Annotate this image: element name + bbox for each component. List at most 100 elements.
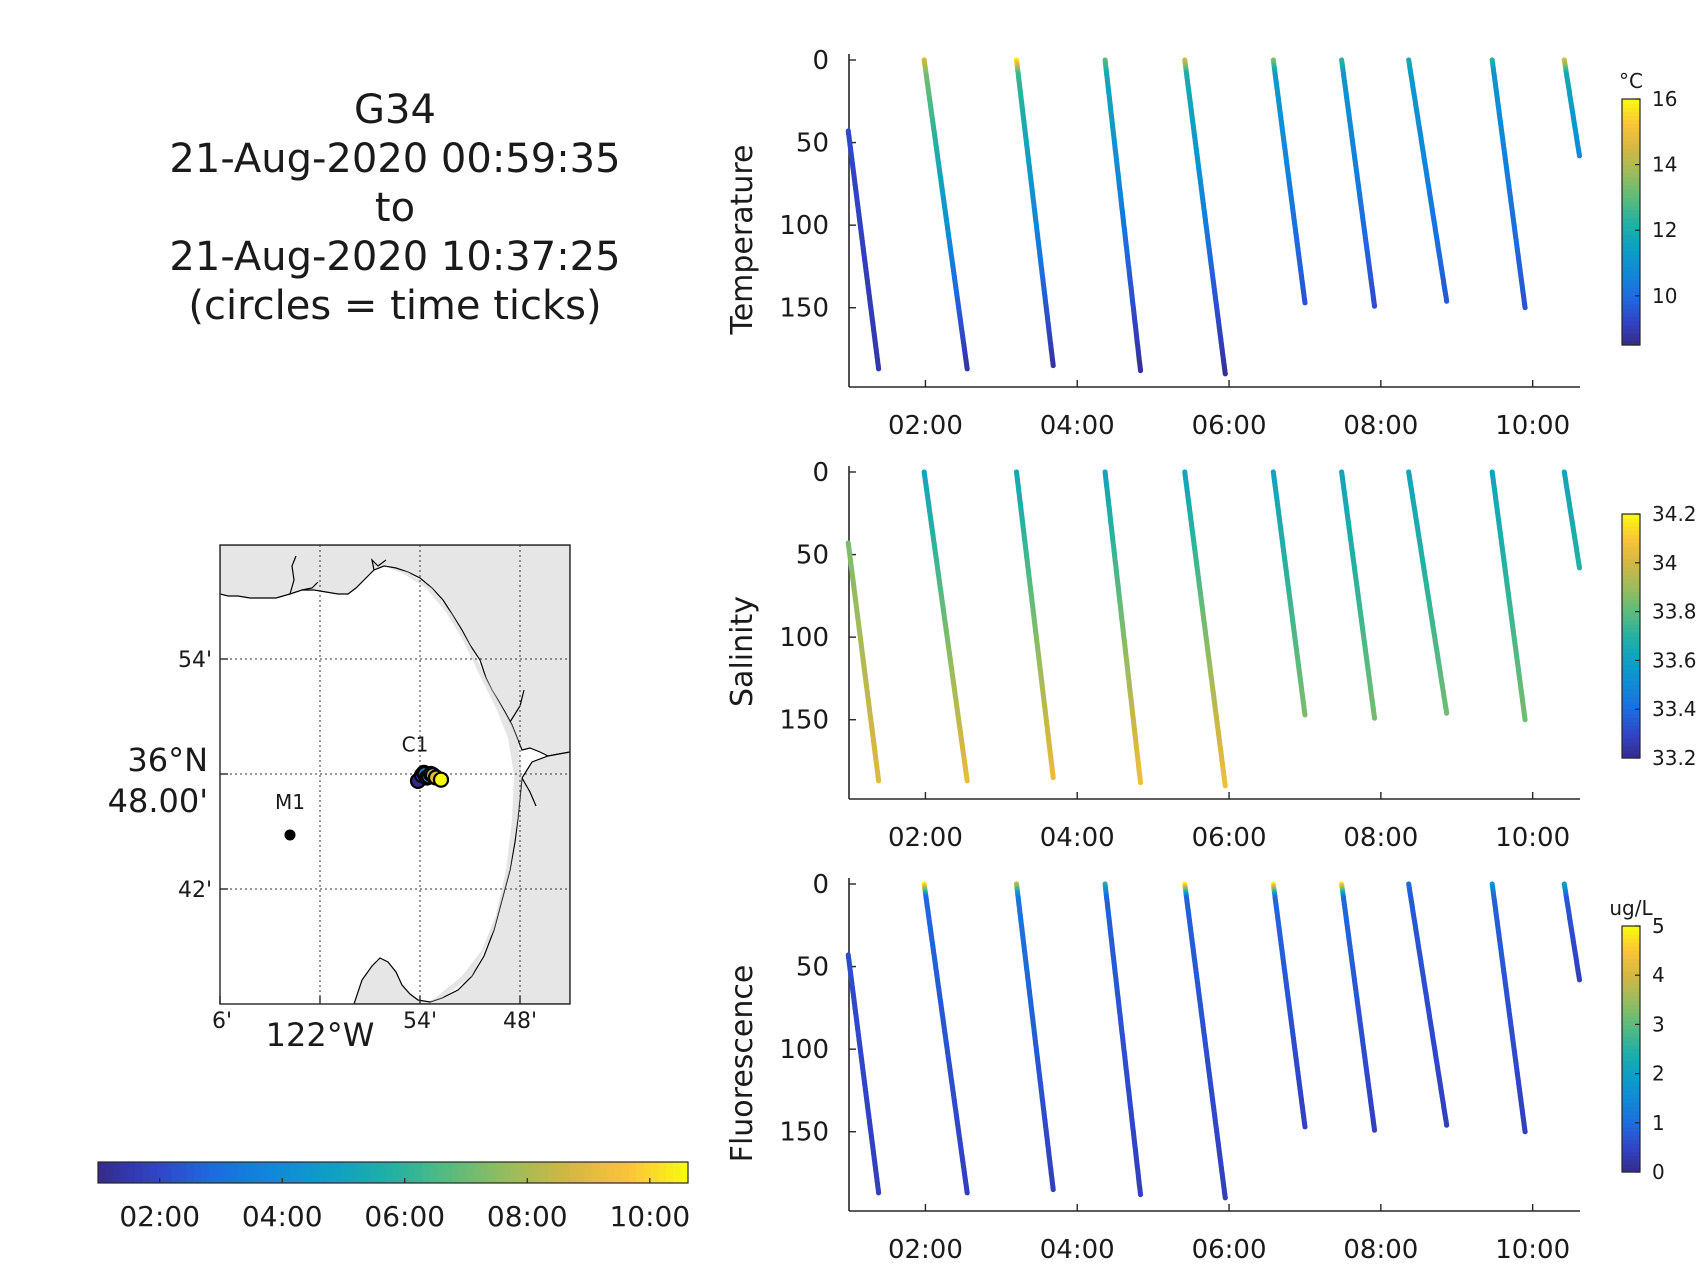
colorbar-segment	[1622, 1155, 1640, 1161]
colorbar-segment	[1622, 725, 1640, 731]
colorbar-segment	[1622, 575, 1640, 580]
colorbar-segment	[1622, 1073, 1640, 1079]
colorbar-segment	[1622, 1114, 1640, 1120]
colorbar-tick-label: 33.8	[1652, 600, 1697, 624]
colorbar-tick-label: 33.6	[1652, 648, 1697, 672]
time-colorbar-segment	[577, 1162, 586, 1183]
colorbar-segment	[1622, 320, 1640, 326]
time-colorbar-segment	[599, 1162, 608, 1183]
time-colorbar-segment	[525, 1162, 534, 1183]
colorbar-segment	[1622, 119, 1640, 125]
map-river-2	[301, 581, 319, 591]
colorbar-segment	[1622, 538, 1640, 544]
time-colorbar-segment	[356, 1162, 365, 1183]
temperature-profile	[1489, 57, 1528, 311]
temperature-profile	[921, 57, 970, 372]
colorbar-segment	[1622, 1036, 1640, 1042]
colorbar-tick-label: 1	[1652, 1111, 1665, 1135]
colorbar-segment	[1622, 530, 1640, 535]
salinity-x-tick-label: 02:00	[888, 823, 963, 853]
temperature-profile	[845, 128, 882, 372]
time-colorbar-segment	[680, 1162, 689, 1183]
map-lat-label-42: 42'	[178, 878, 212, 903]
map-lat-center-min: 48.00'	[108, 782, 208, 820]
profile-point	[1222, 371, 1228, 377]
colorbar-segment	[1622, 1044, 1640, 1050]
colorbar-segment	[1622, 717, 1640, 722]
colorbar-segment	[1622, 111, 1640, 116]
time-colorbar-segment	[488, 1162, 497, 1183]
time-colorbar-segment	[149, 1162, 158, 1183]
colorbar-segment	[1622, 623, 1640, 629]
colorbar-segment	[1622, 753, 1640, 759]
colorbar-segment	[1622, 1069, 1640, 1075]
time-colorbar-segment	[289, 1162, 298, 1183]
station-label: C1	[402, 732, 429, 756]
map-lat-center-deg: 36°N	[127, 741, 208, 779]
colorbar-segment	[1622, 205, 1640, 211]
colorbar-segment	[1622, 189, 1640, 194]
fluorescence-y-tick-label: 100	[779, 1035, 829, 1065]
colorbar-segment	[1622, 160, 1640, 166]
colorbar-segment	[1622, 250, 1640, 256]
colorbar-segment	[1622, 611, 1640, 617]
fluorescence-ylabel: Fluorescence	[725, 965, 760, 1163]
profile-point	[1522, 1129, 1528, 1135]
colorbar-segment	[1622, 749, 1640, 755]
colorbar-segment	[1622, 741, 1640, 747]
fluorescence-profile	[1270, 881, 1308, 1130]
colorbar-segment	[1622, 631, 1640, 637]
time-colorbar-segment	[459, 1162, 468, 1183]
profile-point	[1050, 362, 1056, 369]
title-line-to: to	[375, 185, 415, 231]
colorbar-segment	[1622, 962, 1640, 968]
time-colorbar-segment	[547, 1162, 556, 1183]
colorbar-segment	[1622, 514, 1640, 519]
colorbar-segment	[1622, 636, 1640, 641]
colorbar-segment	[1622, 271, 1640, 276]
temperature-x-tick-label: 04:00	[1040, 411, 1115, 441]
fluorescence-profile	[1013, 881, 1056, 1193]
time-colorbar-segment	[496, 1162, 505, 1183]
colorbar-segment	[1622, 1008, 1640, 1013]
fluorescence-colorbar-frame	[1621, 925, 1641, 1173]
time-colorbar-segment	[105, 1162, 114, 1183]
time-colorbar-segment	[621, 1162, 630, 1183]
fluorescence-y-tick-label: 50	[796, 953, 829, 983]
colorbar-segment	[1622, 587, 1640, 592]
colorbar-segment	[1622, 1053, 1640, 1058]
time-colorbar-segment	[245, 1162, 254, 1183]
time-colorbar-segment	[474, 1162, 483, 1183]
colorbar-segment	[1622, 713, 1640, 718]
time-colorbar-segment	[643, 1162, 652, 1183]
fluorescence-x-tick-label: 02:00	[888, 1235, 963, 1265]
colorbar-segment	[1622, 946, 1640, 952]
colorbar-segment	[1622, 644, 1640, 649]
profile-point	[1222, 1195, 1228, 1201]
time-colorbar-segment	[282, 1162, 291, 1183]
colorbar-segment	[1622, 1159, 1640, 1165]
colorbar-segment	[1622, 1110, 1640, 1116]
profile-point	[1444, 298, 1450, 304]
colorbar-segment	[1622, 705, 1640, 710]
time-colorbar-tick-label: 06:00	[364, 1200, 445, 1233]
colorbar-segment	[1622, 926, 1640, 931]
colorbar-segment	[1622, 246, 1640, 252]
colorbar-segment	[1622, 156, 1640, 162]
colorbar-segment	[1622, 267, 1640, 272]
time-colorbar-segment	[252, 1162, 261, 1183]
time-colorbar-segment	[112, 1162, 121, 1183]
colorbar-segment	[1622, 299, 1640, 305]
colorbar-segment	[1622, 942, 1640, 948]
time-colorbar-segment	[201, 1162, 210, 1183]
temperature-profile	[1270, 57, 1308, 306]
title-line-start: 21-Aug-2020 00:59:35	[169, 136, 620, 182]
title-block: G34 21-Aug-2020 00:59:35 to 21-Aug-2020 …	[169, 87, 620, 329]
colorbar-segment	[1622, 213, 1640, 219]
time-colorbar-segment	[422, 1162, 431, 1183]
colorbar-segment	[1622, 234, 1640, 239]
colorbar-segment	[1622, 222, 1640, 227]
colorbar-segment	[1622, 668, 1640, 674]
colorbar-segment	[1622, 295, 1640, 301]
